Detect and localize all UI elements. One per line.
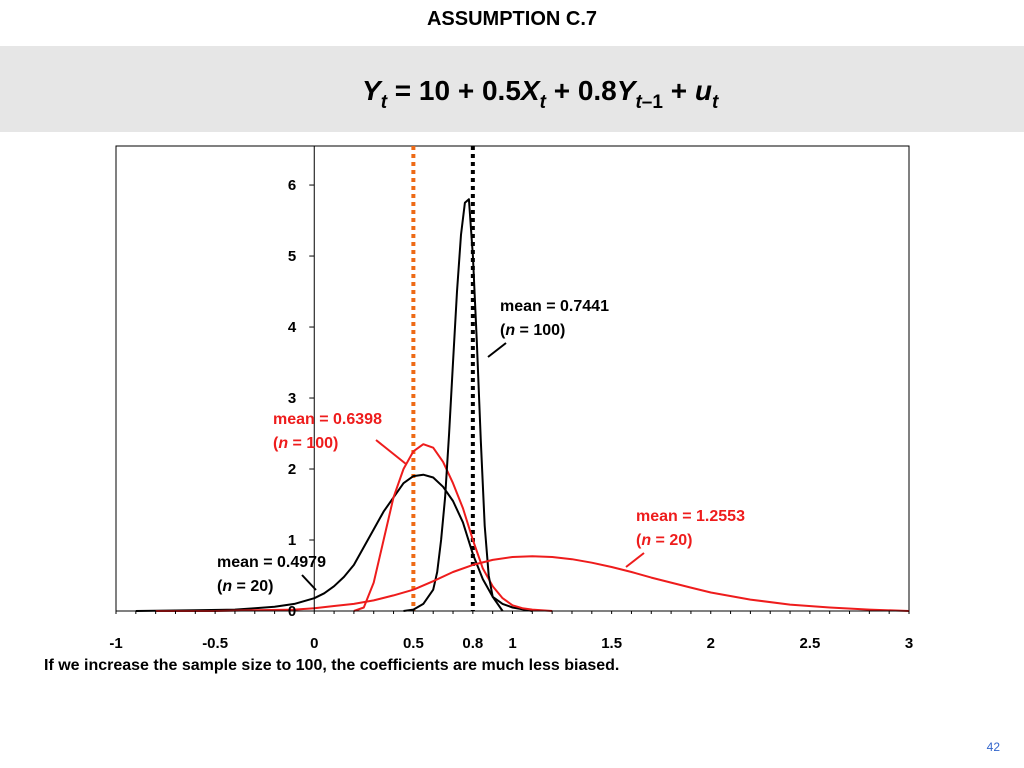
svg-text:(n = 100): (n = 100) (500, 322, 565, 339)
y-tick-label: 5 (288, 248, 296, 265)
slide-caption: If we increase the sample size to 100, t… (44, 657, 620, 674)
series-group (135, 198, 910, 612)
svg-text:mean = 0.4979: mean = 0.4979 (217, 554, 326, 571)
series-line-0 (135, 473, 533, 612)
y-tick-label: 3 (288, 390, 296, 407)
y-tick-label: 0 (288, 603, 296, 620)
page-number: 42 (986, 740, 1000, 754)
x-tick-label: -1 (109, 635, 122, 652)
svg-text:mean = 0.6398: mean = 0.6398 (273, 411, 382, 428)
annotation-mean-07441: mean = 0.7441 (n = 100) (487, 298, 609, 358)
svg-text:mean = 0.7441: mean = 0.7441 (500, 298, 609, 315)
series-line-3 (155, 555, 910, 612)
x-tick-label: 1.5 (601, 635, 622, 652)
annotation-pointer (487, 342, 507, 358)
x-tick-label: 3 (905, 635, 913, 652)
annotation-mean-12553: mean = 1.2553 (n = 20) (625, 508, 745, 568)
series-line-2 (403, 198, 504, 612)
annotation-mean-06398: mean = 0.6398 (n = 100) (273, 411, 407, 465)
x-tick-label: 2 (707, 635, 715, 652)
annotation-mean-04979: mean = 0.4979 (n = 20) (217, 554, 326, 595)
x-tick-label: 2.5 (799, 635, 820, 652)
series-line-1 (353, 443, 553, 612)
reference-lines (411, 146, 475, 611)
x-tick-label: 0.5 (403, 635, 424, 652)
y-tick-label: 4 (288, 319, 297, 336)
y-tick-label: 2 (288, 461, 296, 478)
y-tick-labels: 0 1 2 3 4 5 6 (288, 177, 315, 620)
x-tick-label: 0 (310, 635, 318, 652)
y-tick-label: 6 (288, 177, 296, 194)
annotation-pointer (625, 552, 645, 568)
x-tick-label: -0.5 (202, 635, 228, 652)
axes-group (115, 146, 910, 614)
plot-frame (115, 145, 910, 612)
svg-text:mean = 1.2553: mean = 1.2553 (636, 508, 745, 525)
annotation-pointer (375, 439, 407, 465)
y-tick-label: 1 (288, 532, 296, 549)
equation-banner (0, 46, 1024, 132)
annotation-pointer (301, 574, 317, 591)
model-equation: Yt = 10 + 0.5Xt + 0.8Yt–1 + ut (362, 75, 719, 113)
slide-title: ASSUMPTION C.7 (426, 8, 598, 30)
svg-text:(n = 20): (n = 20) (217, 578, 273, 595)
x-tick-labels: -1 -0.5 0 0.5 0.8 1 1.5 2 2.5 3 (109, 635, 913, 652)
x-tick-label: 0.8 (462, 635, 483, 652)
svg-text:(n = 20): (n = 20) (636, 532, 692, 549)
svg-text:(n = 100): (n = 100) (273, 435, 338, 452)
x-tick-label: 1 (508, 635, 516, 652)
